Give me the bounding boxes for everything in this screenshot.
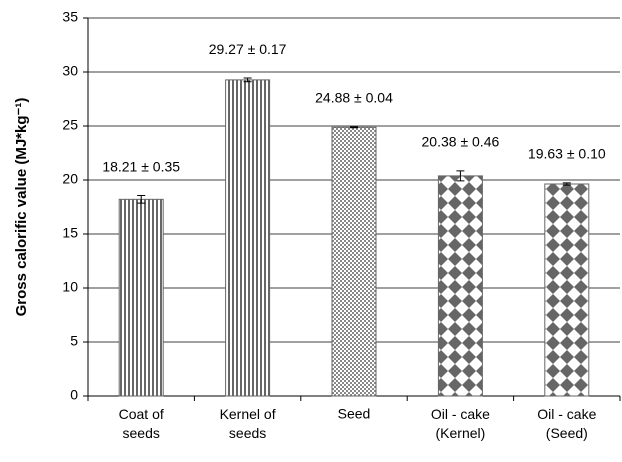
y-tick-label: 20 bbox=[62, 171, 78, 187]
bar bbox=[331, 126, 377, 397]
y-axis-title: Gross calorific value (MJ*kg⁻¹) bbox=[13, 98, 30, 317]
x-tick-label: Oil - cake (Seed) bbox=[537, 406, 596, 441]
bar bbox=[118, 198, 164, 397]
y-tick-label: 5 bbox=[70, 333, 78, 349]
x-tick-label: Kernel of seeds bbox=[220, 406, 276, 441]
value-label: 24.88 ± 0.04 bbox=[315, 90, 393, 106]
x-tick-label: Oil - cake (Kernel) bbox=[431, 406, 490, 441]
error-bar bbox=[456, 170, 465, 182]
error-bar bbox=[243, 77, 252, 83]
y-tick-label: 25 bbox=[62, 117, 78, 133]
x-tick-label: Seed bbox=[338, 406, 371, 422]
y-tick-label: 30 bbox=[62, 63, 78, 79]
value-label: 19.63 ± 0.10 bbox=[528, 146, 606, 162]
error-bar bbox=[562, 182, 571, 186]
error-bar bbox=[137, 195, 146, 204]
error-bar bbox=[350, 126, 358, 129]
y-tick-label: 10 bbox=[62, 279, 78, 295]
y-tick-label: 0 bbox=[70, 387, 78, 403]
value-label: 29.27 ± 0.17 bbox=[209, 41, 287, 57]
x-tick-label: Coat of seeds bbox=[119, 406, 164, 441]
value-label: 20.38 ± 0.46 bbox=[422, 134, 500, 150]
bar bbox=[437, 175, 483, 397]
bar bbox=[225, 79, 271, 397]
y-tick-label: 35 bbox=[62, 9, 78, 25]
y-tick-label: 15 bbox=[62, 225, 78, 241]
bar bbox=[544, 183, 590, 397]
value-label: 18.21 ± 0.35 bbox=[102, 158, 180, 174]
